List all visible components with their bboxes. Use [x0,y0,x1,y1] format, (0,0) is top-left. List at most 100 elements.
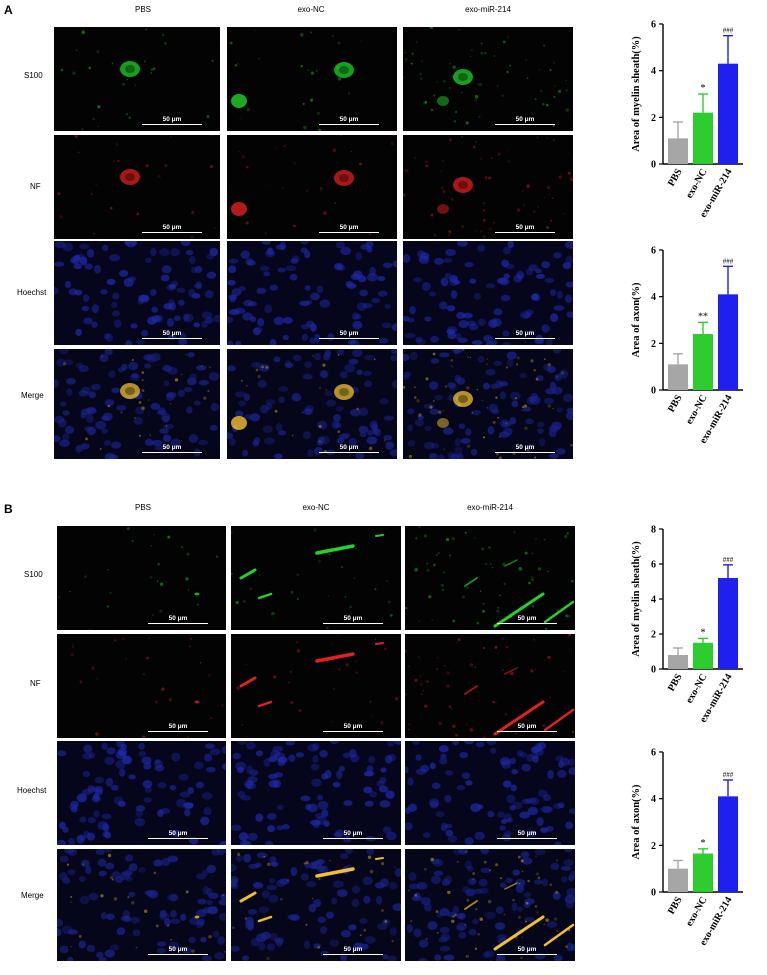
scale-bar-line [319,123,379,125]
scale-bar-line [323,622,383,624]
significance-annotation: ### [723,27,734,35]
x-tick-label: exo-NC [684,393,710,426]
micrograph-nf-exo-nc: 50 μm [231,634,401,738]
micrograph-nf-exo-nc: 50 μm [227,135,397,239]
scale-bar-line [495,451,555,453]
row-label-nf: NF [30,679,41,688]
scale-bar-label: 50 μm [515,223,535,231]
scale-bar-label: 50 μm [515,443,535,451]
scale-bar: 50 μm [319,223,379,233]
y-tick-label: 6 [651,748,656,759]
bar-pbs [668,868,688,892]
scale-bar-line [495,123,555,125]
scale-bar: 50 μm [495,443,555,453]
scale-bar-label: 50 μm [343,614,363,622]
row-label-nf: NF [30,182,41,191]
scale-bar: 50 μm [148,723,208,732]
micrograph-s100-pbs: 50 μm [57,526,226,630]
scale-bar-label: 50 μm [168,614,188,622]
bar-chart-b-myelin: 0 2 4 6 8 Area of myelin sheath(%) PBS * exo-NC #… [631,525,743,725]
micrograph-s100-exo-mir-214: 50 μm [405,526,575,630]
col-label-exo-mir-214: exo-miR-214 [465,5,511,14]
scale-bar-label: 50 μm [515,115,535,123]
micrograph-merge-exo-mir-214: 50 μm [405,849,575,961]
scale-bar: 50 μm [142,329,202,339]
micrograph-merge-exo-nc: 50 μm [231,849,401,961]
scale-bar: 50 μm [497,946,557,955]
scale-bar-line [495,231,555,233]
significance-annotation: * [701,838,706,849]
scale-bar: 50 μm [495,223,555,233]
col-label-pbs: PBS [134,5,151,14]
scale-bar: 50 μm [142,224,202,233]
scale-bar-line [142,337,202,339]
scale-bar: 50 μm [142,116,202,125]
panel-letter-b: B [4,502,13,516]
bar-pbs [668,364,688,390]
scale-bar-line [495,337,555,339]
bar-exo-mir-214 [718,294,738,390]
y-tick-label: 2 [651,339,656,350]
y-tick-label: 2 [651,841,656,852]
scale-bar-line [497,837,557,839]
micrograph-hoechst-pbs: 50 μm [54,241,220,345]
bar-exo-mir-214 [718,578,738,669]
scale-bar-label: 50 μm [339,223,359,231]
bar-chart-a-myelin: 0 2 4 6 Area of myelin sheath(%) PBS * exo-NC ##… [631,20,743,220]
scale-bar: 50 μm [319,444,379,453]
col-label-pbs: PBS [134,503,151,512]
y-tick-label: 4 [651,794,656,805]
bar-exo-nc [693,853,713,892]
col-label-exo-mir-214: exo-miR-214 [467,503,513,512]
x-tick-label: PBS [666,672,685,694]
row-label-hoechst: Hoechst [17,288,47,297]
scale-bar: 50 μm [497,829,557,839]
micrograph-merge-pbs: 50 μm [57,849,226,961]
micrograph-merge-exo-mir-214: 50 μm [403,349,573,459]
y-tick-label: 0 [651,888,656,899]
scale-bar-line [148,837,208,839]
scale-bar-line [148,730,208,732]
scale-bar-label: 50 μm [162,329,182,337]
scale-bar-line [497,953,557,955]
scale-bar-line [319,337,379,339]
scale-bar: 50 μm [148,829,208,839]
scale-bar-label: 50 μm [339,115,359,123]
y-tick-label: 4 [651,595,656,606]
y-axis-label: Area of axon(%) [631,784,642,860]
scale-bar: 50 μm [323,722,383,732]
y-tick-label: 0 [651,665,656,676]
scale-bar-label: 50 μm [517,829,537,837]
scale-bar: 50 μm [323,830,383,839]
scale-bar-label: 50 μm [162,443,182,451]
y-tick-label: 4 [651,66,656,77]
scale-bar-line [148,622,208,624]
x-tick-label: PBS [666,895,685,917]
y-axis-label: Area of myelin sheath(%) [631,36,642,152]
y-tick-label: 2 [651,113,656,124]
scale-bar: 50 μm [148,614,208,624]
scale-bar-line [323,730,383,732]
micrograph-hoechst-exo-nc: 50 μm [231,741,401,845]
scale-bar-line [323,837,383,839]
panel-letter-a: A [4,3,13,17]
scale-bar: 50 μm [319,115,379,125]
scale-bar: 50 μm [495,330,555,339]
bar-exo-nc [693,642,713,669]
bar-exo-nc [693,112,713,164]
y-tick-label: 6 [651,560,656,571]
scale-bar-line [142,451,202,453]
scale-bar-line [319,451,379,453]
col-label-exo-nc: exo-NC [297,5,325,14]
micrograph-s100-exo-nc: 50 μm [227,27,397,131]
scale-bar-label: 50 μm [168,829,188,837]
micrograph-merge-pbs: 50 μm [54,349,220,459]
scale-bar-label: 50 μm [343,722,363,730]
significance-annotation: ### [723,257,734,265]
micrograph-nf-pbs: 50 μm [54,135,220,239]
bar-exo-nc [693,334,713,390]
micrograph-merge-exo-nc: 50 μm [227,349,397,459]
y-axis-label: Area of myelin sheath(%) [631,541,642,657]
